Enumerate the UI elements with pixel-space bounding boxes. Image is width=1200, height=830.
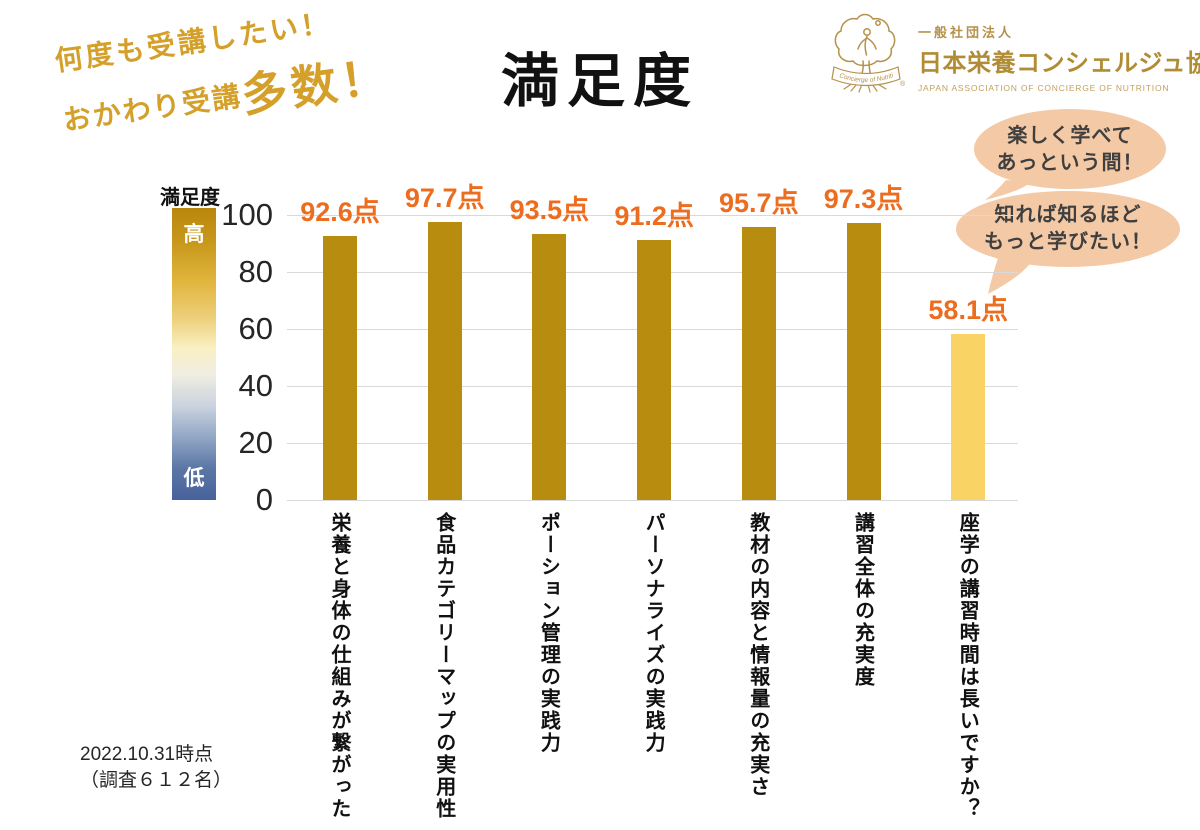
bar	[427, 221, 462, 500]
y-axis-tick-label: 60	[238, 311, 273, 346]
colorbar-high-label: 高	[183, 223, 205, 246]
registered-mark: ®	[900, 80, 906, 88]
org-name: 日本栄養コンシェルジュ協会	[918, 50, 1200, 77]
logo-text: 一般社団法人 日本栄養コンシェルジュ協会 JAPAN ASSOCIATION O…	[918, 10, 1200, 96]
speech-bubble-1-shape	[974, 109, 1166, 200]
tree-emblem-icon: Concierge of Nutrition ®	[826, 10, 906, 93]
y-axis-tick-label: 40	[238, 368, 273, 403]
gridline	[287, 500, 1018, 501]
footnote-sample: （調査６１２名）	[80, 770, 233, 791]
page-title: 満足度	[500, 49, 700, 114]
bar-value-label: 91.2点	[614, 201, 694, 232]
bar-value-label: 92.6点	[300, 197, 380, 228]
org-logo: Concierge of Nutrition ® 一般社団法人 日本栄養コンシェ…	[826, 10, 1200, 96]
category-label: 教材の内容と情報量の充実さ	[746, 512, 769, 798]
org-type: 一般社団法人	[918, 25, 1015, 40]
org-name-en: JAPAN ASSOCIATION OF CONCIERGE OF NUTRIT…	[918, 83, 1170, 93]
category-label: パーソナライズの実践力	[642, 512, 665, 754]
footnote-date: 2022.10.31時点	[80, 744, 214, 765]
colorbar: 高 低	[172, 208, 216, 500]
bar-value-label: 93.5点	[509, 194, 590, 225]
footnote: 2022.10.31時点 （調査６１２名）	[80, 742, 232, 794]
gridline	[287, 215, 1018, 216]
colorbar-title: 満足度	[160, 187, 220, 209]
speech-bubble-2-shape	[956, 191, 1180, 294]
speech-bubble-1-text: 楽しく学べて あっという間！	[996, 125, 1144, 174]
bar-value-label: 97.7点	[404, 182, 485, 213]
bar	[741, 227, 776, 500]
category-label: 講習全体の充実度	[851, 512, 874, 688]
bar	[951, 334, 986, 500]
speech-bubble-2: 知れば知るほど もっと学びたい！	[950, 190, 1186, 305]
category-label: 食品カテゴリーマップの実用性	[432, 512, 455, 820]
bar	[846, 222, 881, 500]
bar	[637, 240, 672, 500]
category-label: ポーション管理の実践力	[537, 512, 560, 754]
y-axis-tick-label: 20	[238, 425, 273, 460]
speech-bubble-2-text: 知れば知るほど もっと学びたい！	[984, 204, 1152, 253]
colorbar-low-label: 低	[183, 467, 205, 490]
bar-value-label: 58.1点	[928, 295, 1008, 326]
category-label: 栄養と身体の仕組みが繋がった	[328, 512, 350, 820]
speech-bubble-1: 楽しく学べて あっという間！	[972, 108, 1168, 208]
category-label: 座学の講習時間は長いですか？	[956, 512, 979, 820]
bar-value-label: 97.3点	[823, 183, 904, 214]
y-axis-tick-label: 80	[238, 254, 273, 289]
bar	[323, 236, 357, 500]
bar	[532, 233, 567, 500]
bar-value-label: 95.7点	[719, 188, 799, 219]
y-axis-tick-label: 100	[221, 197, 273, 232]
y-axis-tick-label: 0	[255, 482, 273, 517]
